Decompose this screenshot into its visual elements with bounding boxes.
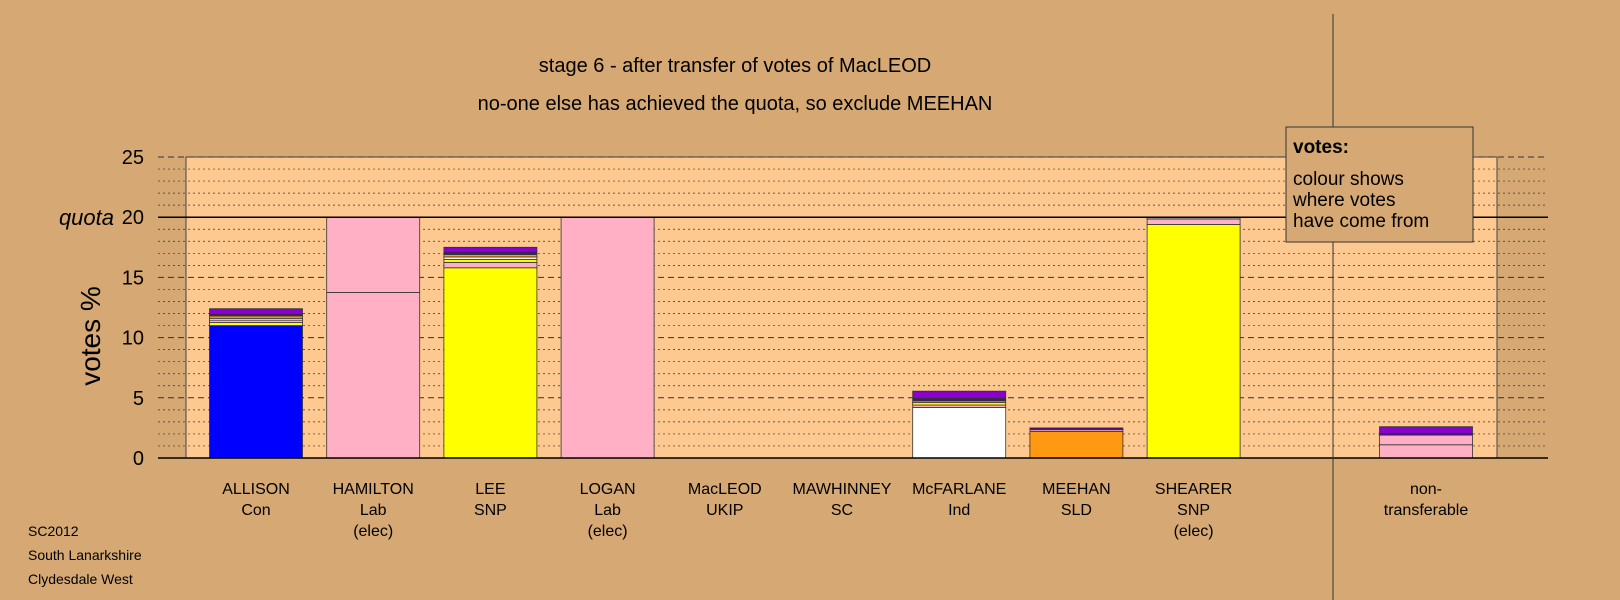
x-tick-label: UKIP — [706, 502, 743, 519]
bar-segment — [912, 390, 1007, 399]
x-tick-label: LEE — [475, 481, 505, 498]
footer-line: SC2012 — [28, 523, 79, 539]
y-tick-label: 5 — [133, 388, 144, 410]
bar-segment — [1379, 426, 1473, 434]
x-tick-label: transferable — [1384, 502, 1469, 519]
chart-subtitle: no-one else has achieved the quota, so e… — [478, 93, 993, 115]
x-tick-label: MAWHINNEY — [793, 481, 892, 498]
bar-segment — [1029, 431, 1124, 459]
x-tick-label: Lab — [594, 502, 621, 519]
y-axis-label: votes % — [75, 286, 106, 386]
legend-line: have come from — [1293, 211, 1429, 232]
bar-segment — [443, 261, 538, 269]
bar-segment — [1146, 217, 1241, 220]
legend-line: where votes — [1292, 190, 1395, 211]
y-tick-label: 0 — [133, 448, 144, 470]
bar-segment — [912, 407, 1007, 459]
x-tick-label: (elec) — [1174, 523, 1214, 540]
x-tick-label: ALLISON — [222, 481, 290, 498]
quota-label: quota — [59, 205, 114, 230]
x-tick-label: Con — [241, 502, 270, 519]
y-tick-label: 20 — [122, 207, 144, 229]
bar-segment — [560, 216, 655, 459]
bar-segment — [326, 216, 421, 293]
x-tick-label: non- — [1410, 481, 1442, 498]
x-tick-label: SHEARER — [1155, 481, 1232, 498]
x-tick-label: MEEHAN — [1042, 481, 1110, 498]
bar-segment — [1146, 218, 1241, 225]
x-tick-label: (elec) — [353, 523, 393, 540]
legend-box — [1285, 126, 1474, 243]
bar-segment — [1146, 224, 1241, 459]
bar-segment — [1029, 427, 1124, 431]
x-tick-label: SNP — [474, 502, 507, 519]
x-tick-label: SC — [831, 502, 853, 519]
legend: votes: colour shows where votes have com… — [1285, 126, 1474, 243]
legend-title: votes: — [1293, 137, 1349, 158]
footer-notes: SC2012 South Lanarkshire Clydesdale West — [28, 523, 142, 587]
y-tick-label: 25 — [122, 147, 144, 169]
x-tick-label: (elec) — [588, 523, 628, 540]
footer-line: Clydesdale West — [28, 571, 133, 587]
x-tick-label: Ind — [948, 502, 970, 519]
bar-segment — [1379, 444, 1473, 459]
x-tick-label: LOGAN — [580, 481, 636, 498]
footer-line: South Lanarkshire — [28, 547, 142, 563]
x-tick-label: MacLEOD — [688, 481, 762, 498]
x-tick-label: Lab — [360, 502, 387, 519]
y-tick-label: 15 — [122, 267, 144, 289]
x-tick-label: McFARLANE — [912, 481, 1006, 498]
bar-segment — [326, 292, 421, 459]
bar-segment — [209, 325, 303, 459]
bar-segment — [443, 258, 538, 263]
bars — [209, 216, 1473, 459]
x-tick-label: SLD — [1061, 502, 1092, 519]
chart-title: stage 6 - after transfer of votes of Mac… — [539, 55, 931, 77]
bar-segment — [443, 267, 538, 459]
bar-segment — [209, 322, 303, 326]
legend-line: colour shows — [1293, 169, 1404, 190]
bar-segment — [209, 308, 303, 315]
y-tick-label: 10 — [122, 328, 144, 350]
labels: 0 5 10 15 20 25 ALLISON Con HAMILTON Lab (elec) LEE… — [122, 147, 1469, 540]
x-tick-label: SNP — [1177, 502, 1210, 519]
bar-segment — [1379, 434, 1473, 446]
x-tick-label: HAMILTON — [333, 481, 414, 498]
bar-segment — [443, 246, 538, 253]
